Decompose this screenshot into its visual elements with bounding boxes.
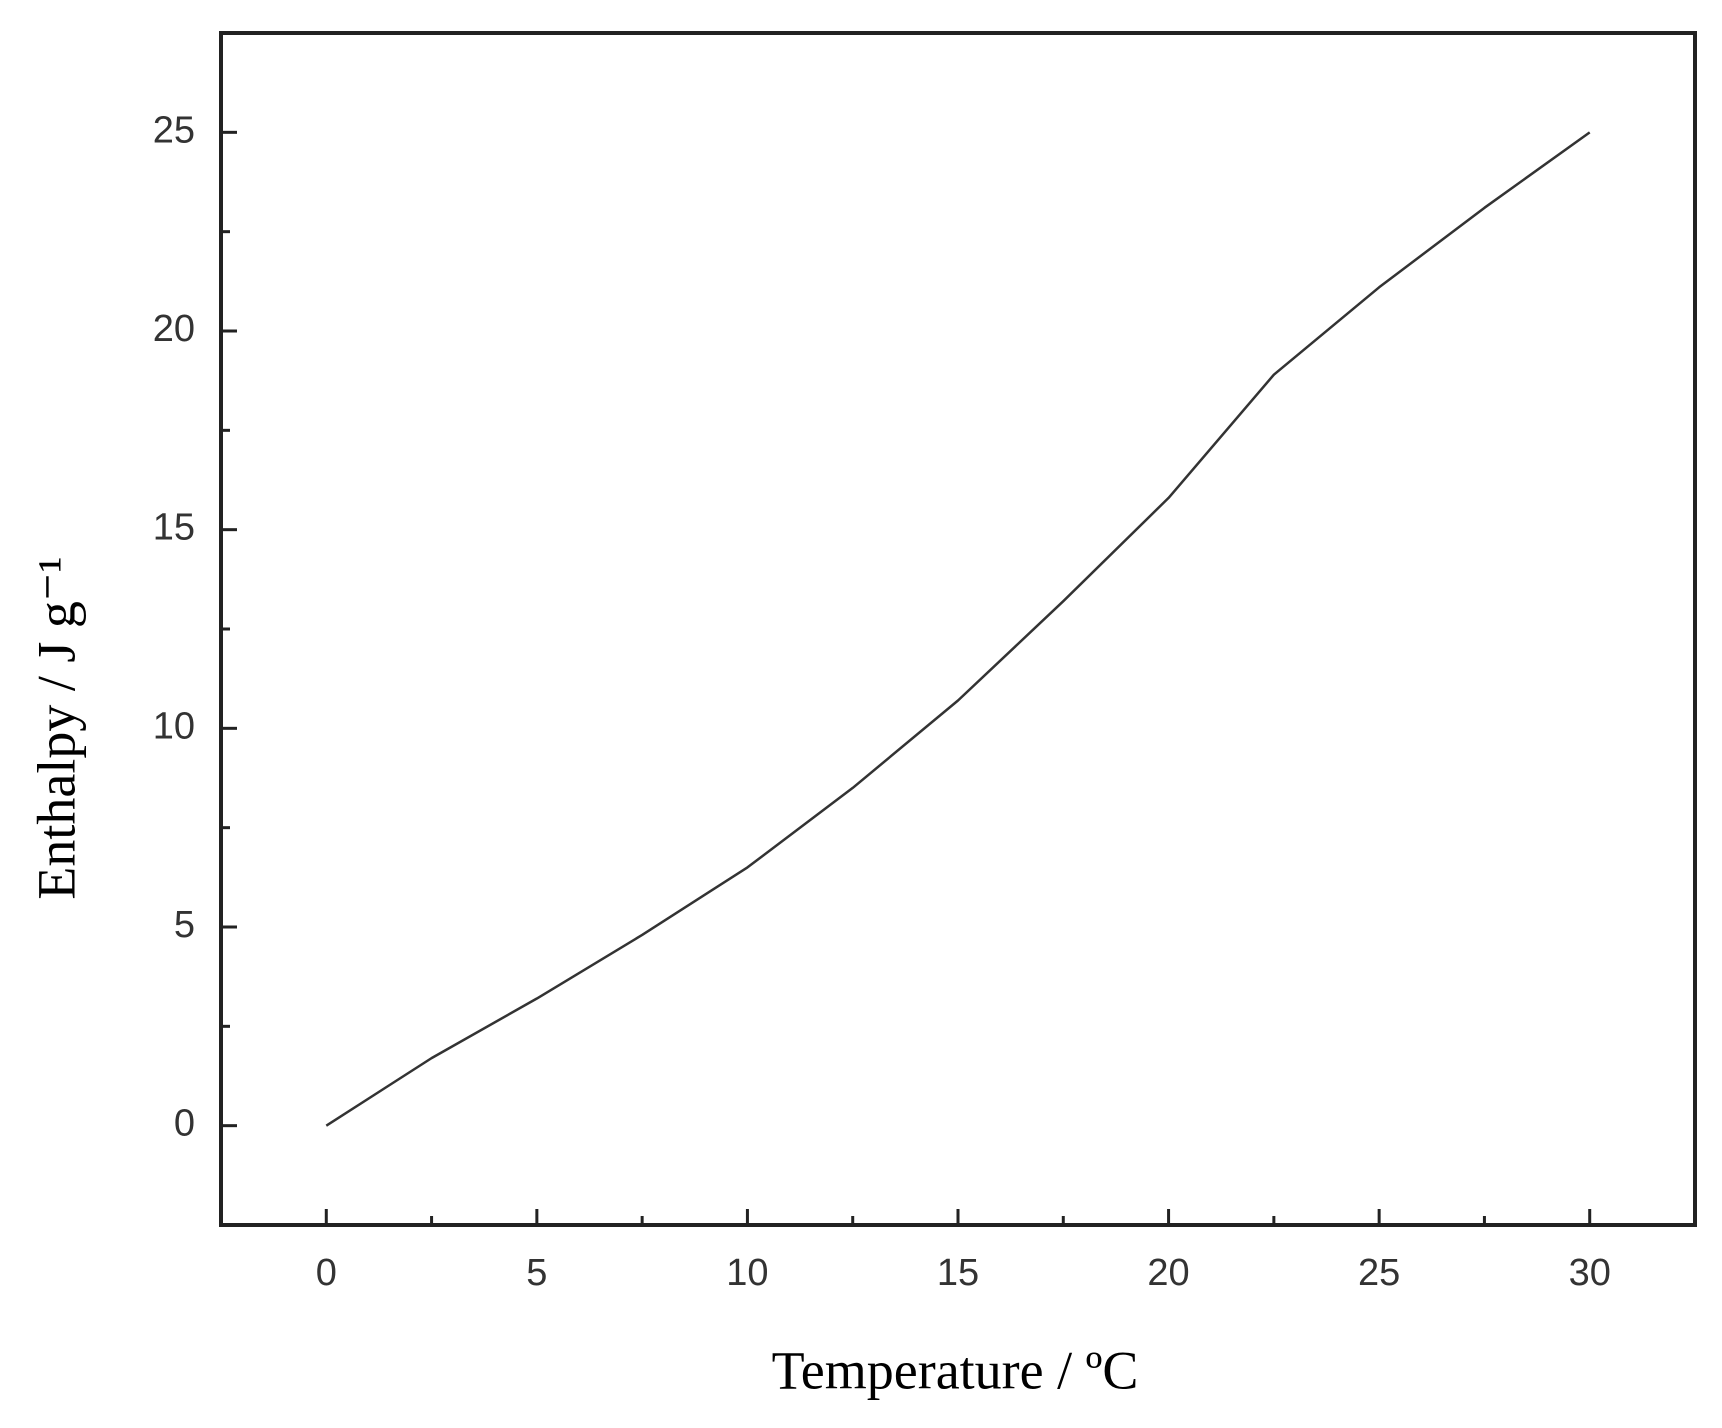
y-tick-label: 20 bbox=[153, 308, 195, 350]
y-tick-label: 10 bbox=[153, 705, 195, 747]
x-tick-label: 20 bbox=[1147, 1252, 1189, 1294]
plot-frame bbox=[219, 31, 1697, 1227]
data-line bbox=[325, 131, 1591, 1127]
y-tick-label: 15 bbox=[153, 507, 195, 549]
x-tick-label: 5 bbox=[526, 1252, 547, 1294]
y-tick-label: 25 bbox=[153, 109, 195, 151]
y-axis-title: Enthalpy / J g⁻¹ bbox=[26, 556, 86, 899]
x-tick-label: 25 bbox=[1358, 1252, 1400, 1294]
x-tick-label: 0 bbox=[316, 1252, 337, 1294]
x-tick-label: 30 bbox=[1569, 1252, 1611, 1294]
y-tick-label: 0 bbox=[174, 1103, 195, 1145]
x-axis-title: Temperature / ºC bbox=[772, 1340, 1139, 1400]
y-tick-label: 5 bbox=[174, 904, 195, 946]
x-tick-label: 10 bbox=[726, 1252, 768, 1294]
x-tick-label: 15 bbox=[937, 1252, 979, 1294]
